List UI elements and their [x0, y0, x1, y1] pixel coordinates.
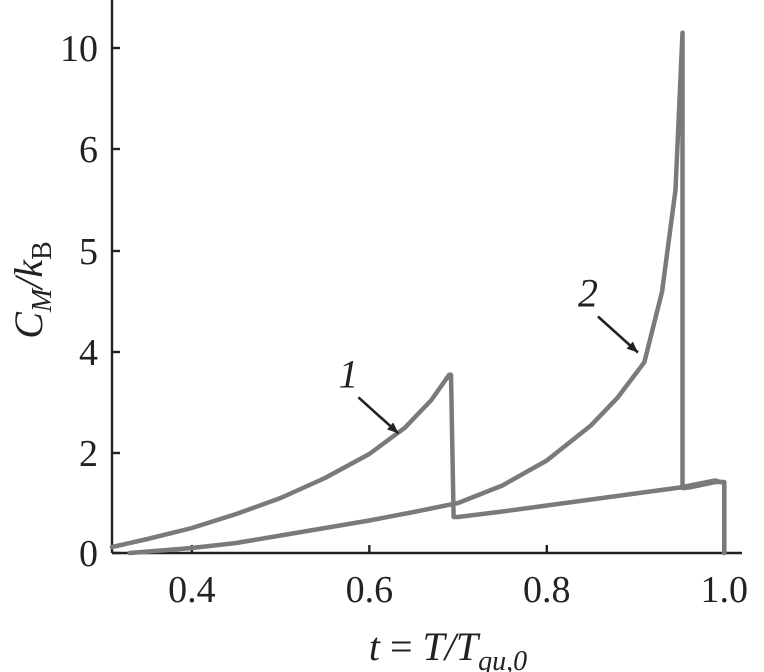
- x-tick-label: 0.4: [168, 569, 216, 611]
- y-tick-label: 6: [79, 129, 98, 171]
- x-axis-title: t = T/Tqu,0: [369, 624, 527, 672]
- y-tick-label: 0: [79, 533, 98, 575]
- y-tick-label: 10: [60, 28, 98, 70]
- y-tick-label: 2: [79, 433, 98, 475]
- annotation-arrowhead-2: [626, 341, 638, 353]
- x-tick-label: 1.0: [701, 569, 749, 611]
- y-tick-label: 5: [79, 231, 98, 273]
- y-axis-title-main: C: [6, 311, 51, 339]
- curve-label-1: 1: [338, 351, 358, 396]
- series-line-2: [127, 30, 727, 556]
- annotation-arrowhead-1: [387, 422, 399, 434]
- y-axis-title: CM/kB: [6, 241, 58, 339]
- svg-text:CM/kB: CM/kB: [6, 241, 58, 339]
- y-tick-label: 4: [79, 332, 98, 374]
- y-axis-title-tail: /k: [6, 259, 51, 291]
- plot-area: 0.4 0.6 0.8 1.0 0 2 4 5 6 10 1 2: [60, 0, 748, 611]
- x-axis-title-main: T/T: [423, 624, 481, 669]
- x-tick-label: 0.6: [346, 569, 394, 611]
- curve-label-2: 2: [578, 271, 598, 316]
- series-line-1: [109, 372, 727, 556]
- x-tick-label: 0.8: [523, 569, 571, 611]
- y-axis-title-tail-sub: B: [27, 241, 58, 260]
- y-axis-title-sub: M: [27, 287, 58, 313]
- x-axis-title-sub: qu,0: [478, 646, 527, 672]
